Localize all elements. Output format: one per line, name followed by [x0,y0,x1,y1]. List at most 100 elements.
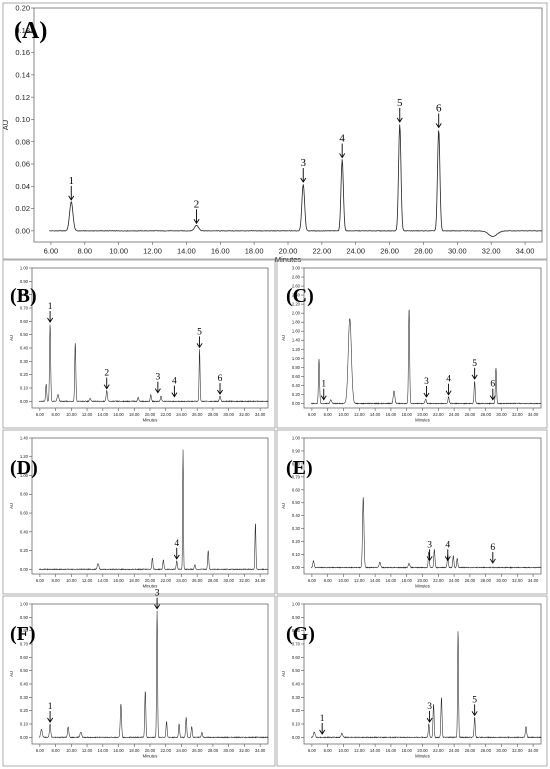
x-axis-title: Minutes [275,255,302,264]
y-tick-label: 1.00 [20,601,29,606]
x-tick-label: 26.00 [380,247,399,256]
x-tick-label: 18.00 [129,578,140,583]
x-tick-label: 32.00 [239,578,250,583]
peak-label-4: 4 [445,375,452,396]
peak-arrow-head [319,729,326,735]
x-tick-label: 32.00 [512,748,523,753]
y-tick-label: 0.60 [292,655,301,660]
x-tick-label: 22.00 [312,247,331,256]
peak-arrow-head [68,195,75,201]
panel-frame [276,595,548,767]
x-tick-label: 12.00 [143,247,162,256]
plot-axes [303,437,542,575]
x-tick-label: 16.00 [113,412,124,417]
panel-d: 6.00 8.00 10.00 12.00 14.00 16.00 18.00 20.00 22… [2,429,276,595]
peak-label-4: 4 [173,539,180,560]
y-tick-label: 2.00 [292,311,301,316]
x-tick-label: 8.00 [77,247,92,256]
x-tick-label: 30.00 [496,412,507,417]
x-tick-label: 18.00 [245,247,264,256]
x-tick-label: 14.00 [98,578,109,583]
x-tick-label: 10.00 [66,412,77,417]
y-tick-label: 0.30 [292,695,301,700]
y-tick-label: 0.90 [292,615,301,620]
peak-arrow-head [444,556,451,562]
y-axis-title: AU [281,671,286,677]
x-tick-label: 6.00 [36,578,45,583]
x-tick-label: 30.00 [223,748,234,753]
x-tick-label: 26.00 [465,412,476,417]
peak-label-6: 6 [217,374,223,395]
y-tick-label: 0.80 [292,628,301,633]
x-tick-label: 34.00 [528,412,539,417]
peak-number: 4 [446,375,451,385]
peak-arrow-head [339,153,346,159]
x-tick-label: 18.00 [401,748,412,753]
peak-label-2: 2 [103,369,110,390]
x-tick-label: 22.00 [433,748,444,753]
x-tick-label: 10.00 [338,578,349,583]
x-tick-label: 20.00 [145,748,156,753]
peak-number: 5 [472,695,477,705]
peak-label-2: 2 [193,198,200,225]
x-tick-label: 28.00 [414,247,433,256]
x-tick-label: 10.00 [338,748,349,753]
peak-arrow-head [154,604,161,610]
y-tick-label: 0.70 [292,641,301,646]
y-tick-label: 3.00 [292,265,301,270]
peak-arrow-head [300,177,307,183]
x-tick-label: 6.00 [308,748,317,753]
x-tick-label: 10.00 [338,412,349,417]
peak-number: 3 [424,377,429,387]
peak-arrow-head [47,317,54,323]
peak-number: 2 [194,198,200,210]
peak-arrow-head [320,395,327,401]
panel-label: (C) [286,285,314,307]
peak-label-3: 3 [300,157,307,183]
x-tick-label: 34.00 [255,412,266,417]
y-tick-label: 0.40 [20,345,29,350]
x-tick-label: 34.00 [528,578,539,583]
x-tick-label: 24.00 [176,412,187,417]
x-tick-label: 26.00 [465,748,476,753]
y-tick-label: 0.04 [15,182,30,191]
y-tick-label: 0.10 [15,115,30,124]
y-tick-label: 0.70 [20,305,29,310]
chromatogram-trace [39,324,269,403]
y-axis-title: AU [1,120,10,130]
y-tick-label: 0.20 [20,708,29,713]
y-tick-label: 0.14 [15,70,30,79]
y-tick-label: 0.30 [20,359,29,364]
x-axis-title: Minutes [415,583,430,588]
panel-c: 6.00 8.00 10.00 12.00 14.00 16.00 18.00 20.00 22… [276,259,548,429]
y-tick-label: 0.00 [292,401,301,406]
x-tick-label: 12.00 [354,412,365,417]
x-tick-label: 14.00 [177,247,196,256]
x-tick-label: 12.00 [354,578,365,583]
chromatogram-trace [39,610,269,739]
x-axis-title: Minutes [143,753,158,758]
peak-label-4: 4 [339,133,346,159]
y-tick-label: 0.20 [20,372,29,377]
x-tick-label: 24.00 [449,412,460,417]
x-tick-label: 6.00 [36,748,45,753]
y-tick-label: 0.50 [292,500,301,505]
y-tick-label: 1.60 [292,329,301,334]
y-tick-label: 0.90 [20,279,29,284]
y-tick-label: 2.40 [292,293,301,298]
y-tick-label: 0.40 [20,681,29,686]
x-tick-label: 20.00 [417,412,428,417]
x-tick-label: 16.00 [113,748,124,753]
y-tick-label: 0.00 [292,735,301,740]
x-tick-label: 22.00 [160,412,171,417]
panel-a: 6.00 8.00 10.00 12.00 14.00 16.00 18.00 20.00 22… [1,2,548,264]
x-tick-label: 28.00 [480,748,491,753]
x-tick-label: 14.00 [370,412,381,417]
chromatogram-trace [311,631,542,739]
y-tick-label: 0.90 [292,448,301,453]
peak-arrow-head [217,389,223,395]
peak-label-6: 6 [489,543,496,564]
peak-arrow-head [173,554,180,560]
peak-arrow-head [196,343,203,349]
peak-label-6: 6 [435,102,442,129]
